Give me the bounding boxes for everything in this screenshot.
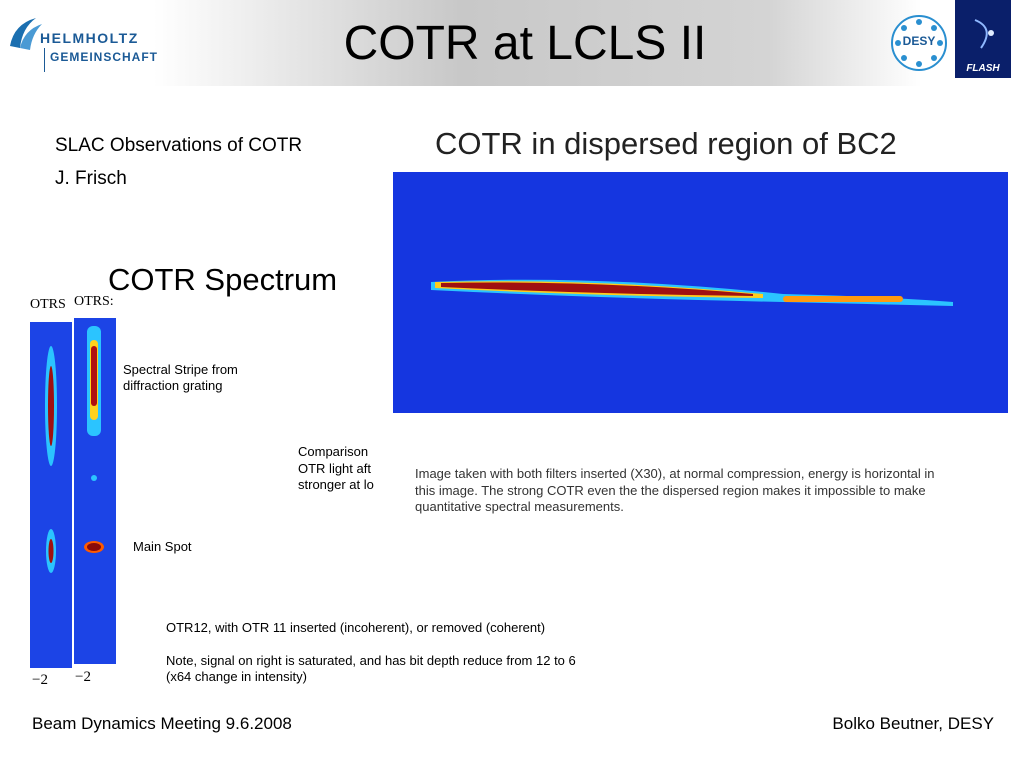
note: OTR12, with OTR 11 inserted (incoherent)… bbox=[166, 620, 576, 686]
subtitle: SLAC Observations of COTR bbox=[55, 135, 303, 156]
caption-line: quantitative spectral measurements. bbox=[415, 499, 624, 514]
comparison-line: OTR light aft bbox=[298, 460, 371, 476]
image-label: OTRS bbox=[30, 297, 66, 312]
image-label: OTRS: bbox=[74, 294, 114, 309]
annotation: Main Spot bbox=[133, 539, 192, 554]
comparison-line: Comparison bbox=[298, 444, 369, 459]
spectrum-image bbox=[30, 318, 116, 668]
logo-text: HELMHOLTZ bbox=[40, 30, 139, 46]
footer-left: Beam Dynamics Meeting 9.6.2008 bbox=[32, 714, 292, 733]
helmholtz-icon bbox=[10, 18, 42, 50]
desy-logo bbox=[891, 15, 947, 71]
note-line: Note, signal on right is saturated, and … bbox=[166, 652, 576, 668]
figure-title: COTR Spectrum bbox=[108, 262, 338, 297]
flash-graphic bbox=[974, 19, 994, 49]
header bbox=[0, 0, 1024, 86]
dispersed-image bbox=[393, 172, 1008, 413]
annotation-line: Spectral Stripe from bbox=[123, 362, 238, 377]
caption: Image taken with both filters inserted (… bbox=[383, 466, 1007, 516]
footer-right: Bolko Beutner, DESY bbox=[832, 714, 994, 733]
caption-line: this image. The strong COTR even the the… bbox=[415, 482, 926, 498]
comparison-line: stronger at lo bbox=[298, 477, 374, 492]
note-line: OTR12, with OTR 11 inserted (incoherent)… bbox=[166, 620, 546, 635]
desy-text: DESY bbox=[902, 34, 936, 48]
axis-label: −2 bbox=[32, 672, 48, 688]
author: J. Frisch bbox=[55, 168, 127, 189]
slide-title: COTR at LCLS II bbox=[343, 17, 707, 70]
comparison-text: Comparison OTR light aft stronger at lo bbox=[298, 444, 374, 494]
axis-label: −2 bbox=[75, 669, 91, 685]
logo-divider bbox=[44, 48, 45, 72]
flash-text: FLASH bbox=[966, 63, 1000, 74]
annotation-line: diffraction grating bbox=[123, 378, 223, 393]
caption-line: Image taken with both filters inserted (… bbox=[415, 466, 935, 481]
note-line: (x64 change in intensity) bbox=[166, 669, 307, 684]
annotation: Spectral Stripe from diffraction grating bbox=[123, 362, 238, 394]
figure-title: COTR in dispersed region of BC2 bbox=[435, 126, 897, 161]
logo-text: GEMEINSCHAFT bbox=[50, 50, 158, 64]
flash-logo bbox=[955, 0, 1011, 78]
